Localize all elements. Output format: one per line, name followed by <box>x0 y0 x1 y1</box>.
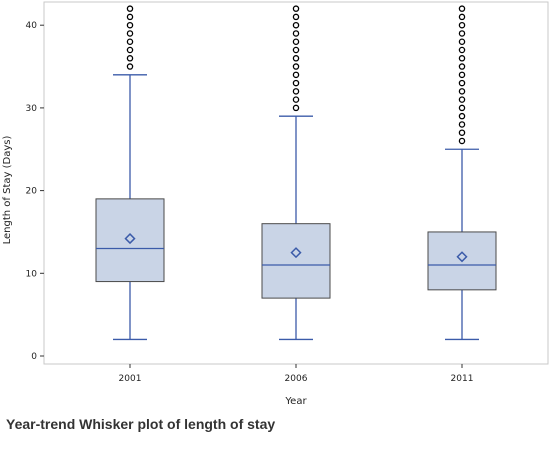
outlier-point <box>292 104 300 112</box>
outlier-point <box>126 5 134 12</box>
x-tick-label: 2011 <box>451 374 474 384</box>
outlier-point <box>458 21 466 29</box>
outlier-point <box>458 55 466 62</box>
outlier-point <box>458 96 466 103</box>
mean-marker <box>456 251 468 263</box>
outlier-point <box>292 5 300 12</box>
y-tick-label: 0 <box>31 352 37 362</box>
outlier-point <box>458 30 466 37</box>
outlier-point <box>458 63 466 70</box>
boxes-layer <box>95 5 497 341</box>
outlier-point <box>126 38 134 45</box>
outlier-point <box>292 13 300 21</box>
y-tick-label: 30 <box>26 104 38 114</box>
outlier-point <box>458 38 466 45</box>
outlier-point <box>458 79 466 87</box>
outlier-point <box>458 121 466 128</box>
box-group <box>427 5 497 341</box>
x-axis: 2001 2006 2011 <box>119 364 474 384</box>
outlier-point <box>292 88 300 95</box>
figure-caption: Year-trend Whisker plot of length of sta… <box>6 416 276 432</box>
outlier-point <box>292 96 300 103</box>
outlier-point <box>126 21 134 29</box>
chart-svg: 0 10 20 30 40 2001 2006 2011 Length of Stay (D… <box>2 1 549 407</box>
outlier-point <box>458 13 466 21</box>
outlier-point <box>126 46 134 54</box>
y-axis-label: Length of Stay (Days) <box>2 136 13 245</box>
mean-marker <box>124 233 136 245</box>
x-tick-label: 2006 <box>285 374 308 384</box>
y-axis: 0 10 20 30 40 <box>26 21 44 362</box>
outlier-point <box>126 55 134 62</box>
iqr-box <box>261 223 331 299</box>
y-tick-label: 20 <box>26 187 38 197</box>
outlier-point <box>458 46 466 54</box>
outlier-point <box>292 55 300 62</box>
y-tick-label: 40 <box>26 21 38 31</box>
box-plot-chart: 0 10 20 30 40 2001 2006 2011 Length of Stay (D… <box>2 1 549 407</box>
box-group <box>95 5 165 341</box>
outlier-point <box>458 129 466 136</box>
outlier-point <box>292 38 300 45</box>
iqr-box <box>95 198 165 283</box>
outlier-point <box>126 13 134 21</box>
outlier-point <box>292 21 300 29</box>
outlier-point <box>458 137 466 145</box>
outlier-point <box>126 63 134 70</box>
outlier-point <box>292 30 300 37</box>
outlier-point <box>458 71 466 79</box>
outlier-point <box>458 88 466 95</box>
outlier-point <box>458 112 466 120</box>
outlier-point <box>292 79 300 87</box>
y-tick-label: 10 <box>26 269 38 279</box>
mean-marker <box>290 247 302 259</box>
outlier-point <box>458 5 466 12</box>
x-axis-label: Year <box>284 396 307 407</box>
outlier-point <box>292 71 300 79</box>
x-tick-label: 2001 <box>119 374 142 384</box>
outlier-point <box>458 104 466 112</box>
outlier-point <box>126 30 134 37</box>
box-group <box>261 5 331 341</box>
outlier-point <box>292 63 300 70</box>
outlier-point <box>292 46 300 54</box>
